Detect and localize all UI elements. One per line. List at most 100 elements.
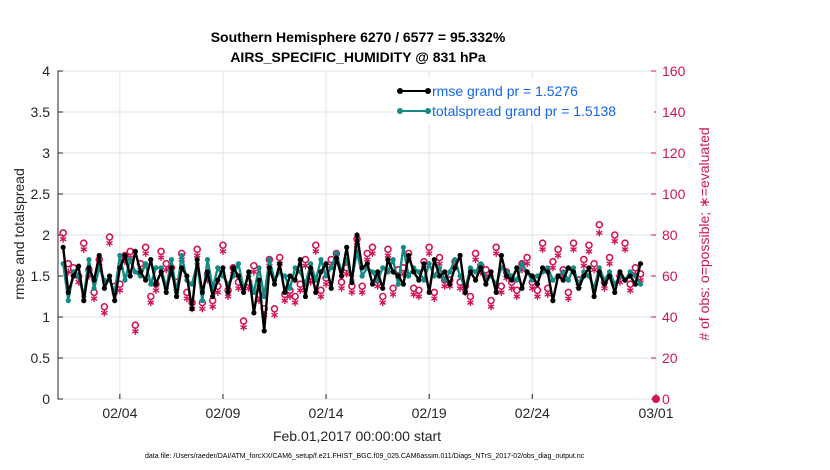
obs-evaluated-point	[286, 293, 294, 300]
obs-evaluated-point	[389, 290, 397, 298]
obs-evaluated-stroke	[348, 290, 356, 295]
y-right-tick-label: 40	[662, 309, 678, 325]
y-right-tick-label: 100	[662, 186, 686, 202]
obs-evaluated-stroke	[322, 281, 330, 287]
rmse-point	[601, 281, 608, 287]
rmse-point	[117, 265, 123, 271]
rmse-point	[148, 257, 154, 263]
obs-evaluated-point	[59, 235, 67, 243]
totalspread-point	[390, 257, 396, 263]
obs-evaluated-stroke	[338, 285, 345, 291]
totalspread-point	[65, 298, 71, 304]
legend-rmse-marker	[397, 88, 403, 94]
x-axis-ticks: 02/04 02/09 02/14 02/19 02/24 03/01	[102, 394, 674, 421]
totalspread-point	[308, 261, 314, 267]
obs-evaluated-stroke	[549, 265, 557, 271]
totalspread-point	[282, 273, 288, 279]
obs-evaluated-stroke	[611, 238, 619, 244]
obs-evaluated-point	[564, 295, 572, 303]
totalspread-point	[168, 257, 175, 263]
rmse-point	[421, 261, 427, 267]
totalspread-point	[405, 273, 412, 279]
rmse-point	[333, 255, 339, 261]
obs-evaluated-stroke	[544, 292, 552, 297]
obs-evaluated-point	[312, 247, 320, 255]
obs-evaluated-stroke	[209, 304, 217, 310]
obs-evaluated-stroke	[142, 251, 150, 256]
obs-evaluated-stroke	[590, 267, 598, 273]
rmse-point	[369, 281, 376, 287]
rmse-point	[194, 257, 200, 263]
totalspread-point	[153, 265, 159, 271]
obs-evaluated-stroke	[214, 290, 222, 295]
obs-evaluated-stroke	[410, 292, 418, 297]
rmse-point	[240, 289, 247, 295]
rmse-point	[86, 265, 92, 271]
rmse-point	[76, 263, 82, 269]
y-tick-label: 3	[42, 145, 50, 161]
obs-evaluated-stroke	[250, 269, 258, 275]
totalspread-point	[442, 277, 448, 283]
rmse-point	[96, 252, 102, 259]
rmse-point	[81, 298, 87, 304]
obs-evaluated-point	[379, 299, 387, 307]
obs-evaluated-stroke	[235, 285, 242, 291]
obs-evaluated-stroke	[606, 261, 613, 267]
rmse-point	[596, 269, 602, 275]
rmse-point	[122, 252, 128, 259]
rmse-point	[189, 306, 195, 312]
rmse-point	[519, 285, 525, 291]
obs-evaluated-stroke	[281, 298, 289, 303]
rmse-point	[199, 289, 205, 295]
obs-evaluated-stroke	[534, 294, 541, 299]
legend: rmse grand pr = 1.5276 totalspread grand…	[394, 78, 654, 123]
rmse-point	[344, 244, 350, 250]
obs-evaluated-stroke	[59, 236, 67, 242]
totalspread-point	[514, 277, 520, 283]
obs-evaluated-stroke	[302, 263, 309, 269]
rmse-point	[173, 293, 180, 300]
obs-evaluated-stroke	[358, 290, 366, 295]
rmse-point	[220, 265, 226, 271]
obs-evaluated-point	[585, 247, 593, 255]
obs-evaluated-stroke	[157, 255, 165, 260]
obs-evaluated-point	[317, 293, 325, 300]
totalspread-point	[607, 269, 613, 275]
rmse-point	[637, 261, 644, 267]
obs-evaluated-point	[425, 249, 433, 257]
rmse-point	[308, 265, 314, 271]
totalspread-point	[457, 273, 463, 279]
x-tick-label: 02/04	[102, 405, 137, 421]
obs-evaluated-point	[611, 237, 619, 245]
totalspread-point	[472, 269, 479, 275]
totalspread-point	[545, 265, 551, 271]
rmse-point	[380, 285, 386, 291]
obs-evaluated-point	[296, 286, 304, 294]
obs-evaluated-stroke	[508, 285, 516, 291]
rmse-point	[349, 279, 355, 286]
rmse-point	[354, 232, 360, 238]
x-axis-label: Feb.01,2017 00:00:00 start	[273, 428, 441, 444]
totalspread-point	[570, 265, 577, 271]
obs-evaluated-point	[410, 290, 418, 298]
obs-evaluated-point	[302, 262, 309, 270]
obs-evaluated-stroke	[80, 246, 88, 252]
rmse-point	[570, 269, 577, 275]
rmse-point	[405, 252, 412, 259]
totalspread-point	[287, 285, 293, 291]
obs-evaluated-stroke	[472, 257, 479, 262]
rmse-point	[565, 265, 571, 271]
chart-title: Southern Hemisphere 6270 / 6577 = 95.332…	[211, 29, 506, 45]
rmse-point	[225, 289, 231, 295]
obs-evaluated-point	[544, 290, 552, 298]
totalspread-point	[400, 244, 406, 250]
obs-evaluated-point	[539, 245, 546, 253]
obs-evaluated-point	[430, 295, 438, 303]
obs-evaluated-point	[374, 282, 382, 290]
y-tick-label: 1	[42, 309, 50, 325]
obs-evaluated-point	[219, 247, 227, 255]
totalspread-point	[158, 265, 164, 271]
rmse-point	[251, 310, 257, 316]
totalspread-point	[199, 298, 205, 304]
legend-rmse-label: rmse grand pr = 1.5276	[432, 83, 578, 99]
